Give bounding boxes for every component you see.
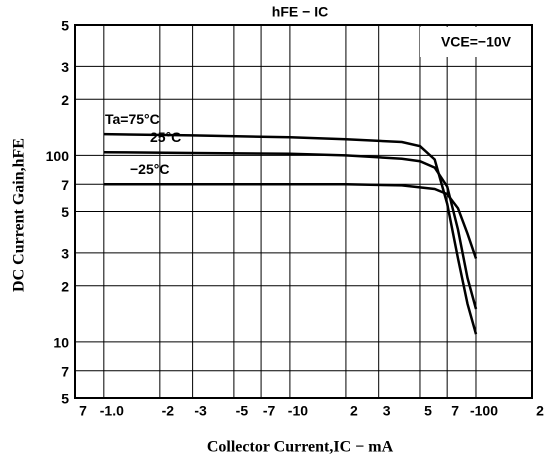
x-tick-label: 7 (79, 403, 87, 419)
x-tick-label: 2 (350, 403, 358, 419)
x-tick-label: -100 (470, 403, 498, 419)
y-tick-label: 10 (53, 335, 69, 351)
y-tick-label: 100 (46, 148, 70, 164)
plot-frame (74, 24, 533, 399)
y-tick-label: 2 (61, 278, 69, 294)
x-tick-label: -2 (162, 403, 175, 419)
y-tick-label: 7 (61, 177, 69, 193)
x-tick-label: -1.0 (100, 403, 124, 419)
x-tick-label: -10 (288, 403, 308, 419)
x-tick-label: 5 (424, 403, 432, 419)
series-line (103, 132, 478, 335)
y-tick-label: 5 (61, 204, 69, 220)
series-label: −25°C (130, 161, 169, 177)
series-label: Ta=75°C (105, 111, 160, 127)
y-axis-title: DC Current Gain,hFE (11, 138, 28, 292)
series-label: 25°C (150, 129, 181, 145)
x-tick-label: -3 (194, 403, 207, 419)
y-tick-label: 3 (61, 59, 69, 75)
chart-title: hFE − IC (272, 4, 328, 20)
x-axis-title: Collector Current,IC − mA (207, 439, 394, 456)
x-tick-label: 2 (536, 403, 544, 419)
series-line (103, 182, 478, 259)
x-tick-label: -7 (263, 403, 276, 419)
y-tick-label: 5 (61, 391, 69, 407)
y-tick-label: 7 (61, 363, 69, 379)
y-tick-label: 2 (61, 92, 69, 108)
annotation-box (420, 27, 530, 57)
x-tick-label: 3 (383, 403, 391, 419)
y-tick-label: 5 (61, 18, 69, 34)
series-line (103, 150, 478, 310)
x-tick-label: 7 (451, 403, 459, 419)
x-tick-label: -5 (236, 403, 249, 419)
annotation: VCE=−10V (441, 34, 512, 50)
y-tick-label: 3 (61, 246, 69, 262)
